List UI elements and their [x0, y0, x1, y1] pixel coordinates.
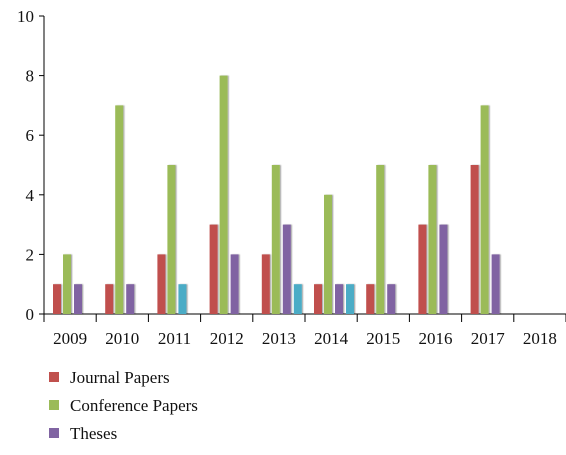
bar-journal-papers-2013 [261, 254, 270, 314]
bar-theses-2015 [387, 284, 396, 314]
bar-theses-2013 [282, 224, 291, 314]
bar-conference-papers-2010 [115, 105, 124, 315]
bar-theses-2014 [335, 284, 343, 314]
bar-conference-papers-2013 [271, 165, 280, 314]
bar-journal-papers-2012 [209, 224, 218, 314]
x-tick-label: 2009 [53, 329, 87, 348]
legend-swatch [49, 428, 59, 438]
x-tick-label: 2012 [210, 329, 244, 348]
legend-label: Conference Papers [70, 396, 198, 415]
bar-conference-papers-2017 [480, 105, 489, 315]
bar-journal-papers-2011 [157, 254, 166, 314]
y-tick-label: 0 [26, 305, 35, 324]
legend-swatch [49, 372, 59, 382]
x-tick-label: 2018 [523, 329, 557, 348]
bar-conference-papers-2009 [63, 254, 71, 314]
bar-conference-papers-2011 [167, 165, 176, 314]
bar-theses-2009 [74, 284, 82, 314]
legend-label: Theses [70, 424, 117, 443]
bar-journal-papers-2017 [470, 165, 479, 314]
x-tick-label: 2013 [262, 329, 296, 348]
bar-theses-2017 [491, 254, 500, 314]
bar-journal-papers-2010 [105, 284, 114, 314]
bar-conference-papers-2012 [219, 75, 228, 314]
bar-conference-papers-2015 [376, 165, 385, 314]
legend-label: Journal Papers [70, 368, 170, 387]
bar-series-3-2011 [178, 284, 187, 314]
y-tick-label: 10 [17, 7, 34, 26]
y-axis: 0 2 4 6 8 10 [17, 7, 45, 324]
bar-series-group [53, 75, 500, 315]
y-tick-label: 8 [26, 67, 35, 86]
legend-swatch [49, 400, 59, 410]
x-tick-label: 2017 [471, 329, 506, 348]
bar-theses-2016 [439, 224, 448, 314]
x-tick-label: 2015 [366, 329, 400, 348]
x-tick-label: 2016 [419, 329, 453, 348]
bar-series-3-2013 [293, 284, 302, 314]
y-tick-label: 2 [26, 245, 35, 264]
x-tick-label: 2010 [105, 329, 139, 348]
bar-theses-2012 [230, 254, 239, 314]
bar-journal-papers-2016 [418, 224, 427, 314]
bar-conference-papers-2014 [324, 194, 332, 314]
bar-theses-2010 [126, 284, 135, 314]
bar-journal-papers-2014 [314, 284, 322, 314]
x-axis: 2009 2010 2011 2012 2013 2014 2015 2016 2017 2018 [43, 313, 566, 348]
x-tick-label: 2011 [158, 329, 191, 348]
y-tick-label: 6 [26, 126, 35, 145]
y-tick-label: 4 [26, 186, 35, 205]
x-tick-label: 2014 [314, 329, 349, 348]
bar-journal-papers-2009 [53, 284, 61, 314]
legend: Journal Papers Conference Papers Theses [49, 368, 198, 443]
bar-journal-papers-2015 [366, 284, 375, 314]
bar-conference-papers-2016 [428, 165, 437, 314]
bar-series-3-2014 [346, 284, 354, 314]
